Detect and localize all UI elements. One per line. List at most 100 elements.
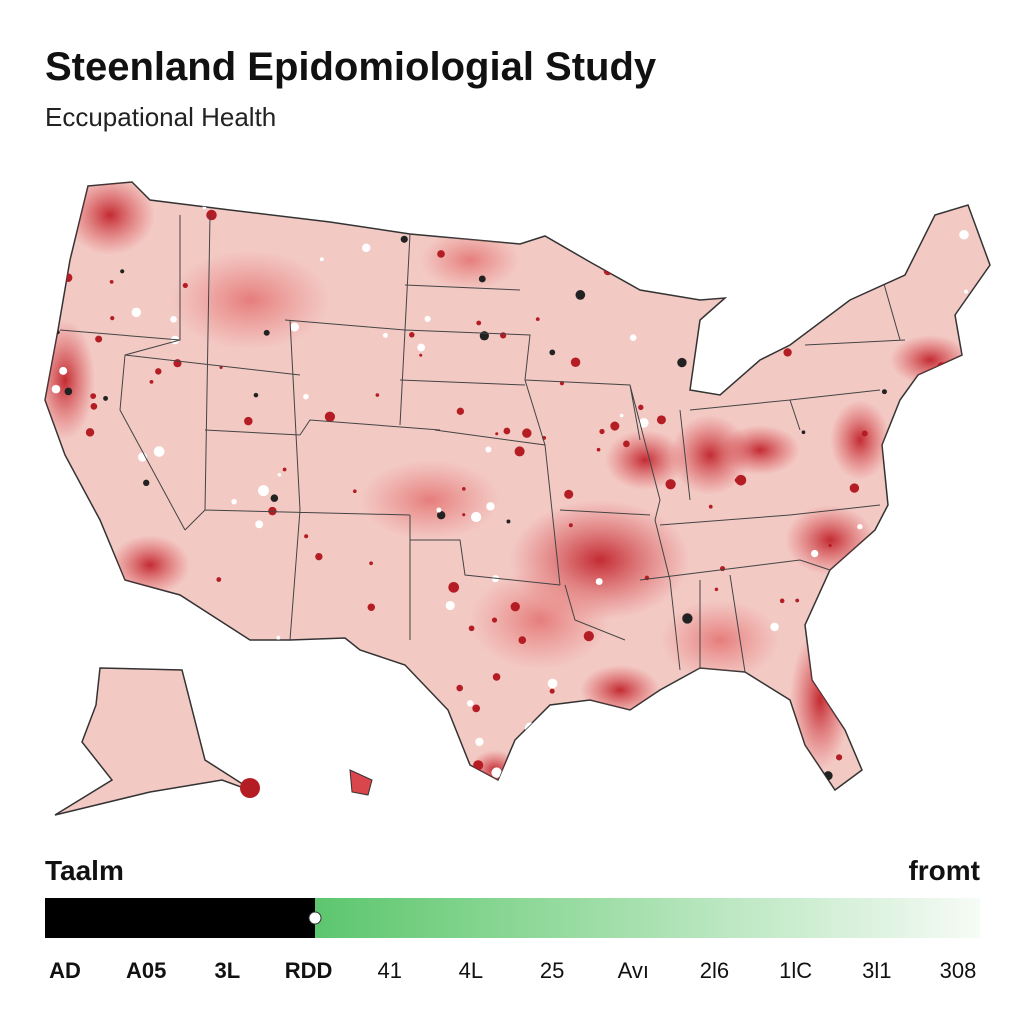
speckle [268, 506, 277, 516]
speckle [675, 184, 680, 190]
speckle [80, 651, 92, 663]
speckle [518, 636, 527, 644]
speckle [149, 379, 154, 384]
speckle [950, 547, 957, 554]
slider-fill [45, 898, 315, 938]
speckle [45, 473, 49, 481]
speckle [315, 552, 323, 561]
speckle [290, 322, 300, 332]
speckle [103, 395, 108, 401]
speckle [735, 474, 747, 486]
speckle [267, 712, 274, 719]
speckle [976, 435, 988, 447]
speckle [166, 188, 176, 198]
speckle [170, 316, 177, 323]
speckle [419, 353, 423, 357]
speckle [472, 704, 481, 713]
speckle [329, 725, 338, 734]
speckle [883, 585, 890, 592]
speckle [304, 208, 314, 218]
speckle [914, 422, 924, 432]
speckle [666, 704, 672, 710]
speckle [473, 760, 484, 771]
speckle [45, 526, 55, 537]
speckle [476, 320, 482, 326]
speckle [801, 430, 806, 435]
speckle [506, 519, 511, 524]
speckle [665, 479, 676, 490]
speckle [959, 229, 969, 240]
speckle [436, 511, 446, 520]
speckle [682, 740, 687, 745]
speckle [811, 549, 819, 558]
speckle [846, 202, 850, 206]
speckle [603, 266, 613, 276]
speckle [964, 289, 969, 294]
speckle [471, 511, 482, 523]
speckle [677, 357, 687, 368]
speckle [369, 561, 373, 566]
speckle [628, 268, 633, 273]
slider-tick-label: 2l6 [700, 958, 729, 983]
speckle [716, 705, 722, 712]
speckle [131, 307, 142, 318]
speckle [583, 630, 594, 642]
speckle [355, 199, 360, 204]
slider-tick-label: AD [49, 958, 81, 983]
speckle [708, 504, 713, 509]
slider-right-label: fromt [908, 855, 980, 886]
speckle [263, 329, 270, 336]
speckle [492, 673, 501, 681]
title: Steenland Epidomiologial Study [45, 45, 657, 89]
speckle [182, 282, 188, 289]
speckle [916, 696, 926, 706]
speckle [409, 332, 415, 338]
speckle [244, 416, 253, 426]
speckle [375, 393, 380, 397]
speckle [631, 233, 638, 240]
speckle [965, 400, 975, 410]
speckle [880, 750, 887, 757]
speckle [295, 640, 306, 650]
speckle [462, 487, 466, 491]
speckle [68, 518, 78, 528]
slider-ticks: AD A05 3L RDD 41 4L 25 Avı 2l6 1lC 3l1 308 [49, 958, 976, 983]
speckle [397, 733, 407, 743]
speckle [319, 257, 324, 262]
speckle [269, 751, 275, 757]
slider[interactable] [45, 898, 980, 938]
hawaii [349, 769, 373, 796]
slider-left-label: Taalm [45, 855, 124, 886]
speckle [478, 275, 486, 283]
speckle [789, 196, 797, 204]
speckle [909, 551, 920, 562]
speckle [736, 742, 741, 746]
speckle [881, 389, 887, 395]
speckle [485, 446, 492, 453]
slider-handle[interactable] [308, 911, 322, 925]
speckle [503, 427, 511, 435]
state-borders [59, 214, 906, 673]
speckle [417, 343, 426, 352]
speckle [462, 513, 466, 517]
speckle [45, 768, 53, 777]
speckle [835, 754, 843, 761]
speckle [549, 688, 555, 694]
speckle [304, 534, 309, 539]
speckle [595, 578, 603, 586]
speckle [638, 417, 649, 428]
slider-tick-label: 3L [215, 958, 241, 983]
speckle [282, 467, 287, 472]
speckle [843, 713, 854, 724]
speckle [437, 250, 445, 258]
speckle [535, 317, 540, 322]
speckle [682, 613, 693, 624]
speckle [888, 524, 892, 528]
speckle [638, 404, 644, 411]
subtitle: Eccupational Health [45, 102, 276, 132]
speckle [857, 524, 863, 530]
speckle [277, 473, 282, 477]
speckle [547, 678, 558, 689]
speckle [120, 269, 125, 274]
speckle [861, 430, 868, 437]
